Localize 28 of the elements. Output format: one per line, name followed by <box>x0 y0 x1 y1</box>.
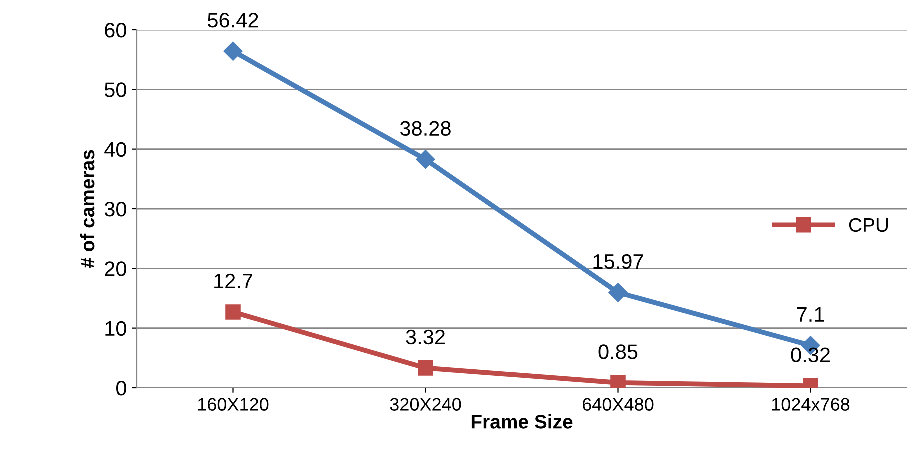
point <box>418 360 434 376</box>
y-tick-label: 10 <box>106 321 126 336</box>
point <box>224 42 243 61</box>
x-axis-title: Frame Size <box>472 414 573 429</box>
data-label: 38.28 <box>400 121 451 136</box>
y-tick-label: 40 <box>104 142 126 158</box>
data-label: 12.7 <box>214 274 252 288</box>
y-tick-label: 50 <box>104 82 126 98</box>
point <box>226 304 241 320</box>
data-label: 0.85 <box>598 344 638 360</box>
x-tick-label: 640X480 <box>583 398 654 411</box>
point <box>608 283 628 302</box>
y-tick-label: 60 <box>105 23 126 38</box>
data-label: 7.1 <box>797 308 824 322</box>
point <box>610 375 626 388</box>
y-tick-label: 0 <box>116 381 126 396</box>
x-tick-label: 1024x768 <box>772 398 850 411</box>
x-tick-label: 160X120 <box>198 398 269 411</box>
point <box>416 150 436 170</box>
y-tick-label: 20 <box>105 262 126 276</box>
y-axis-title: # of cameras <box>80 150 95 268</box>
y-tick-label: 30 <box>104 202 126 217</box>
x-tick-label: 320X240 <box>390 398 462 411</box>
legend-label: CPU <box>849 218 888 232</box>
data-label: 0.32 <box>791 348 830 363</box>
data-label: 15.97 <box>594 254 644 270</box>
data-label: 3.32 <box>406 330 445 345</box>
data-label: 56.42 <box>208 13 258 28</box>
